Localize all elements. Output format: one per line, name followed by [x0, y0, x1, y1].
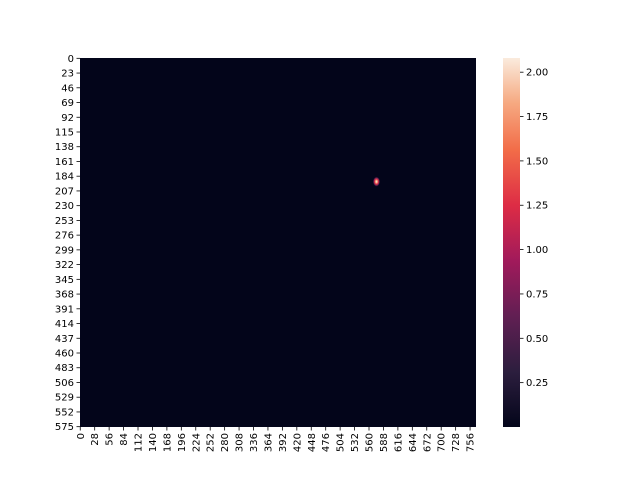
- y-tick-label: 391: [55, 304, 74, 315]
- colorbar-tick-label: 1.50: [526, 156, 548, 167]
- x-tick-label: 504: [336, 433, 347, 452]
- colorbar-tick-label: 1.25: [526, 201, 548, 212]
- x-tick-label: 84: [119, 433, 130, 446]
- colorbar-tick-label: 0.75: [526, 289, 548, 300]
- colorbar-tick-label: 1.75: [526, 112, 548, 123]
- y-tick-label: 368: [55, 290, 74, 301]
- y-tick-label: 23: [61, 69, 74, 80]
- y-tick-label: 115: [55, 127, 74, 138]
- y-tick-label: 276: [55, 231, 74, 242]
- y-tick-label: 506: [55, 378, 74, 389]
- y-tick-label: 253: [55, 216, 74, 227]
- colorbar-tick-label: 1.00: [526, 245, 548, 256]
- hotspot-layer: [373, 177, 380, 187]
- y-tick-label: 437: [55, 334, 74, 345]
- x-tick-label: 616: [393, 433, 404, 452]
- x-tick-label: 252: [206, 433, 217, 452]
- x-tick-label: 308: [235, 433, 246, 452]
- x-tick-label: 364: [263, 433, 274, 452]
- x-tick-label: 532: [350, 433, 361, 452]
- x-tick-label: 756: [466, 433, 477, 452]
- bright-spot: [373, 177, 380, 187]
- y-tick-label: 552: [55, 407, 74, 418]
- x-tick-label: 560: [365, 433, 376, 452]
- x-tick-label: 420: [292, 433, 303, 452]
- heatmap-area: [80, 58, 476, 427]
- y-tick-label: 207: [55, 186, 74, 197]
- x-tick-label: 700: [437, 433, 448, 452]
- y-tick-label: 69: [61, 98, 74, 109]
- colorbar-tick-label: 0.25: [526, 378, 548, 389]
- y-tick-label: 161: [55, 157, 74, 168]
- x-tick-label: 728: [451, 433, 462, 452]
- x-tick-label: 672: [422, 433, 433, 452]
- y-axis: 0 23 46 69 92 115 138 161 184 207 230 253 276 299 322 3…: [55, 54, 80, 433]
- y-tick-label: 575: [55, 422, 74, 433]
- x-tick-label: 644: [408, 433, 419, 452]
- colorbar-tick-label: 2.00: [526, 68, 548, 79]
- x-tick-label: 112: [134, 433, 145, 452]
- x-tick-label: 224: [191, 433, 202, 452]
- x-tick-label: 336: [249, 433, 260, 452]
- x-tick-label: 168: [162, 433, 173, 452]
- y-tick-label: 345: [55, 275, 74, 286]
- colorbar-tick-label: 0.50: [526, 334, 548, 345]
- x-tick-label: 0: [76, 433, 87, 439]
- y-tick-label: 0: [68, 54, 74, 65]
- y-tick-label: 184: [55, 172, 74, 183]
- x-tick-label: 588: [379, 433, 390, 452]
- x-tick-label: 280: [220, 433, 231, 452]
- y-tick-label: 529: [55, 393, 74, 404]
- x-tick-label: 448: [307, 433, 318, 452]
- x-tick-label: 196: [177, 433, 188, 452]
- y-tick-label: 322: [55, 260, 74, 271]
- y-tick-label: 414: [55, 319, 74, 330]
- x-tick-label: 476: [321, 433, 332, 452]
- y-tick-label: 299: [55, 245, 74, 256]
- y-tick-label: 92: [61, 113, 74, 124]
- y-tick-label: 230: [55, 201, 74, 212]
- x-axis: 0 28 56 84 112 140 168 196 224 252 280 308 336 364 392…: [76, 427, 477, 452]
- y-tick-label: 46: [61, 83, 74, 94]
- x-tick-label: 56: [105, 433, 116, 446]
- y-tick-label: 483: [55, 363, 74, 374]
- colorbar-axis: 0.25 0.50 0.75 1.00 1.25 1.50 1.75 2.00: [520, 68, 548, 389]
- x-tick-label: 28: [90, 433, 101, 446]
- y-tick-label: 138: [55, 142, 74, 153]
- y-tick-label: 460: [55, 349, 74, 360]
- x-tick-label: 140: [148, 433, 159, 452]
- x-tick-label: 392: [278, 433, 289, 452]
- colorbar: [503, 58, 520, 427]
